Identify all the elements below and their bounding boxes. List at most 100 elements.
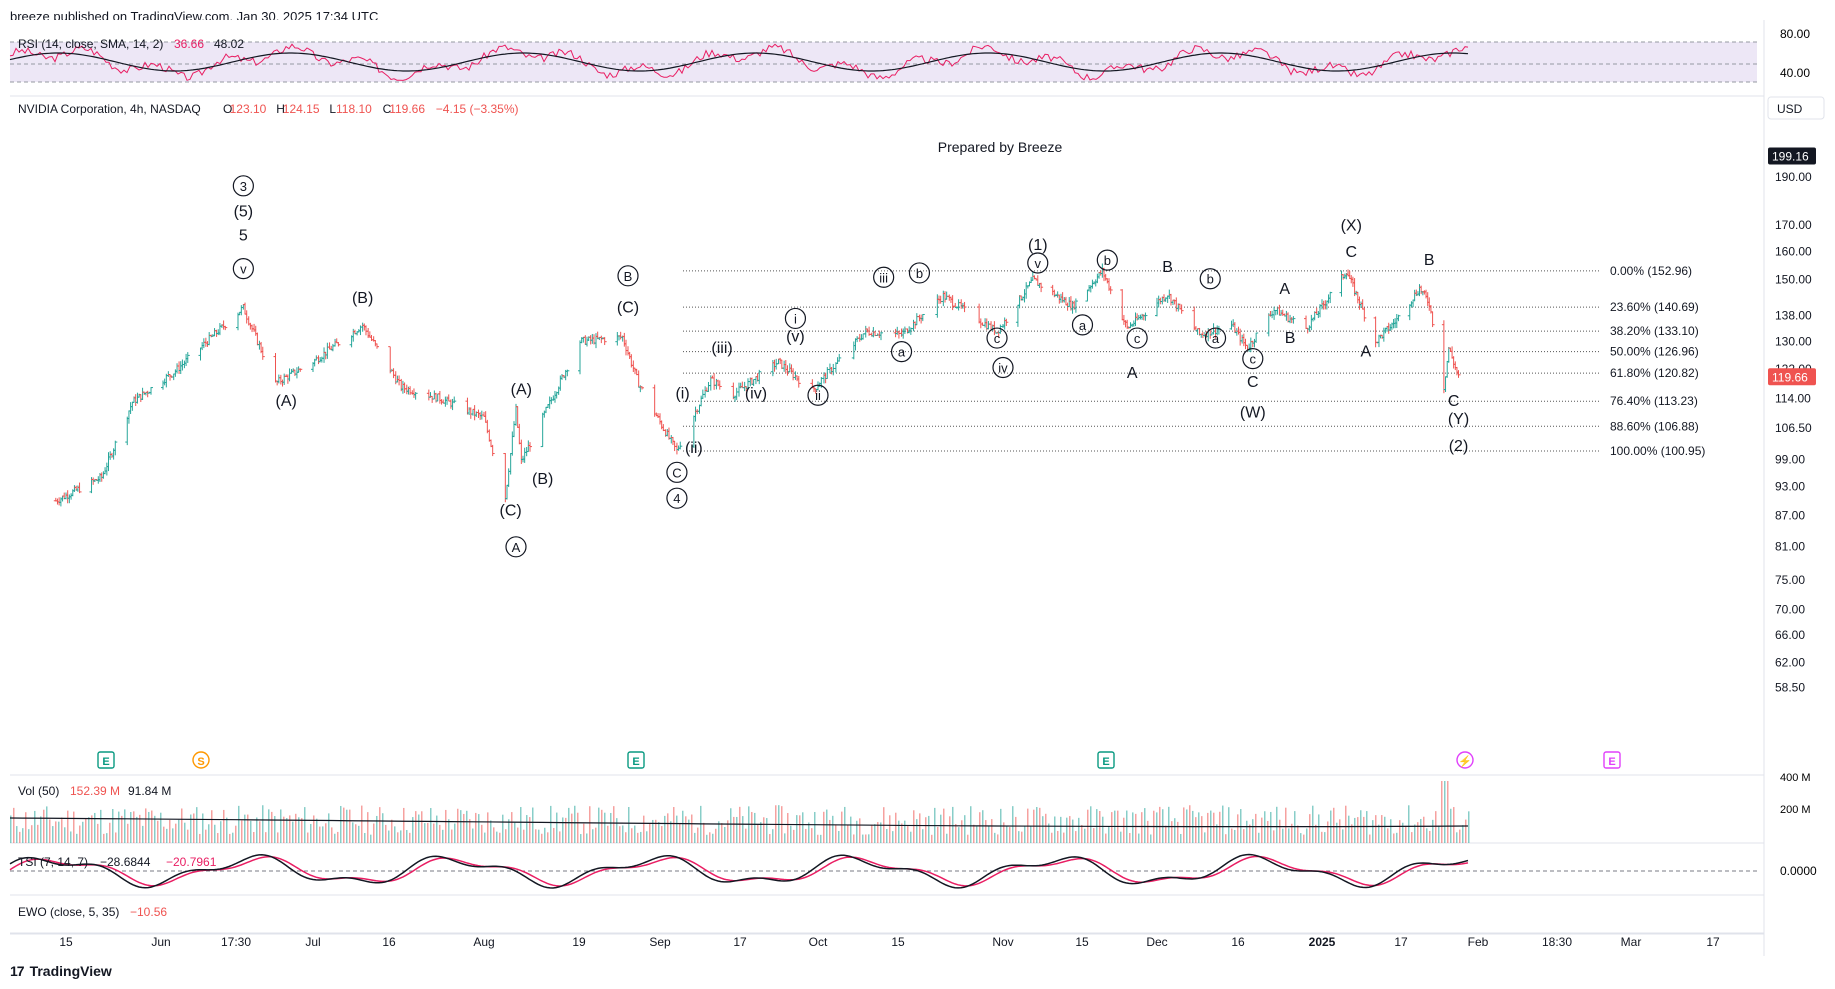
- volume-bar: [541, 833, 543, 843]
- volume-bar: [1150, 834, 1152, 843]
- time-tick-label: 17: [1394, 935, 1408, 949]
- event-marker-box[interactable]: [627, 751, 645, 769]
- event-marker-earnings[interactable]: E: [1097, 751, 1115, 769]
- volume-bar: [799, 815, 801, 843]
- currency-box[interactable]: [1767, 96, 1825, 120]
- volume-bar: [52, 826, 54, 843]
- volume-bar: [1171, 821, 1173, 843]
- volume-bar: [1447, 781, 1449, 843]
- time-tick-label: Oct: [809, 935, 828, 949]
- wave-label-text: b: [1104, 253, 1111, 268]
- event-marker-earnings-future[interactable]: E: [1603, 751, 1621, 769]
- volume-bar: [124, 809, 126, 843]
- volume-bar: [409, 832, 411, 843]
- time-tick-label: Sep: [649, 935, 671, 949]
- volume-bar: [607, 825, 609, 843]
- wave-circle: [890, 341, 913, 363]
- event-marker-circle[interactable]: [192, 751, 210, 769]
- volume-bar: [121, 815, 123, 843]
- volume-bar: [679, 823, 681, 843]
- symbol-name: NVIDIA Corporation, 4h, NASDAQ: [18, 102, 201, 116]
- volume-ma-line: [9, 817, 1469, 828]
- volume-bar: [1237, 814, 1239, 843]
- currency-selector[interactable]: USD: [1767, 96, 1825, 120]
- volume-bar: [685, 816, 687, 843]
- volume-bar: [472, 828, 474, 843]
- volume-bar: [79, 825, 81, 843]
- ohlc-bar: [413, 392, 418, 400]
- wave-label: (B): [352, 290, 373, 307]
- volume-bar: [961, 820, 963, 843]
- volume-bar: [85, 818, 87, 843]
- event-marker-earnings[interactable]: E: [627, 751, 645, 769]
- symbol-h-label: H: [276, 102, 285, 116]
- event-marker-box[interactable]: [1097, 751, 1115, 769]
- volume-bar: [784, 833, 786, 843]
- volume-bar: [25, 812, 27, 843]
- wave-label-text: B: [1424, 252, 1435, 269]
- volume-bar: [1072, 819, 1074, 843]
- event-marker-event[interactable]: ⚡: [1456, 751, 1474, 769]
- volume-bar: [997, 834, 999, 843]
- volume-bar: [268, 809, 270, 843]
- volume-bar: [367, 812, 369, 843]
- volume-bar: [862, 834, 864, 843]
- volume-bar: [16, 826, 18, 843]
- price-tick-label: 190.00: [1775, 170, 1812, 184]
- volume-bar: [832, 815, 834, 843]
- time-tick-label: 17: [733, 935, 747, 949]
- event-marker-circle[interactable]: [1456, 751, 1474, 769]
- wave-circle: [908, 262, 931, 284]
- wave-label: (X): [1341, 217, 1362, 234]
- wave-label-text: A: [512, 540, 521, 555]
- wave-label-text: ii: [815, 388, 821, 403]
- volume-bar: [1174, 818, 1176, 843]
- fib-label: 100.00% (100.95): [1610, 444, 1705, 458]
- volume-bar: [973, 824, 975, 843]
- volume-bar: [736, 816, 738, 843]
- price-tick-label: 75.00: [1775, 573, 1805, 587]
- volume-bar: [841, 811, 843, 843]
- volume-bar: [181, 808, 183, 843]
- volume-bar: [1342, 829, 1344, 843]
- wave-label: b: [908, 262, 931, 284]
- wave-label-text: (1): [1028, 237, 1048, 254]
- volume-bar: [979, 812, 981, 843]
- volume-bar: [325, 823, 327, 843]
- volume-bar: [250, 820, 252, 843]
- event-marker-box[interactable]: [97, 751, 115, 769]
- volume-bar: [115, 832, 117, 843]
- tradingview-footer[interactable]: 17 TradingView: [10, 963, 112, 979]
- wave-label: 4: [666, 487, 688, 509]
- volume-bar: [439, 824, 441, 843]
- volume-bar: [616, 818, 618, 843]
- volume-bar: [1123, 817, 1125, 843]
- event-marker-split[interactable]: S: [192, 751, 210, 769]
- time-tick-label: 2025: [1309, 935, 1336, 949]
- volume-bar: [535, 829, 537, 843]
- wave-label: a: [1071, 314, 1094, 336]
- volume-bar: [1300, 833, 1302, 843]
- wave-label-text: b: [916, 266, 923, 281]
- ewo-label: EWO (close, 5, 35): [18, 905, 119, 919]
- wave-label-text: (5): [234, 203, 254, 220]
- volume-bar: [1357, 817, 1359, 843]
- event-marker-earnings[interactable]: E: [97, 751, 115, 769]
- ohlc-bar: [113, 440, 118, 456]
- time-tick-label: 15: [59, 935, 73, 949]
- ohlc-bar: [185, 352, 190, 363]
- volume-bar: [628, 806, 630, 843]
- volume-bar: [631, 828, 633, 843]
- volume-bar: [1288, 828, 1290, 843]
- volume-bar: [493, 827, 495, 843]
- volume-bar: [166, 828, 168, 843]
- volume-bar: [670, 821, 672, 843]
- volume-bar: [1009, 827, 1011, 843]
- wave-circle: [1199, 268, 1221, 290]
- ohlc-bar: [837, 353, 842, 362]
- volume-bar: [1378, 824, 1380, 843]
- event-marker-box[interactable]: [1603, 751, 1621, 769]
- volume-bar: [1285, 807, 1287, 843]
- volume-bar: [127, 823, 129, 843]
